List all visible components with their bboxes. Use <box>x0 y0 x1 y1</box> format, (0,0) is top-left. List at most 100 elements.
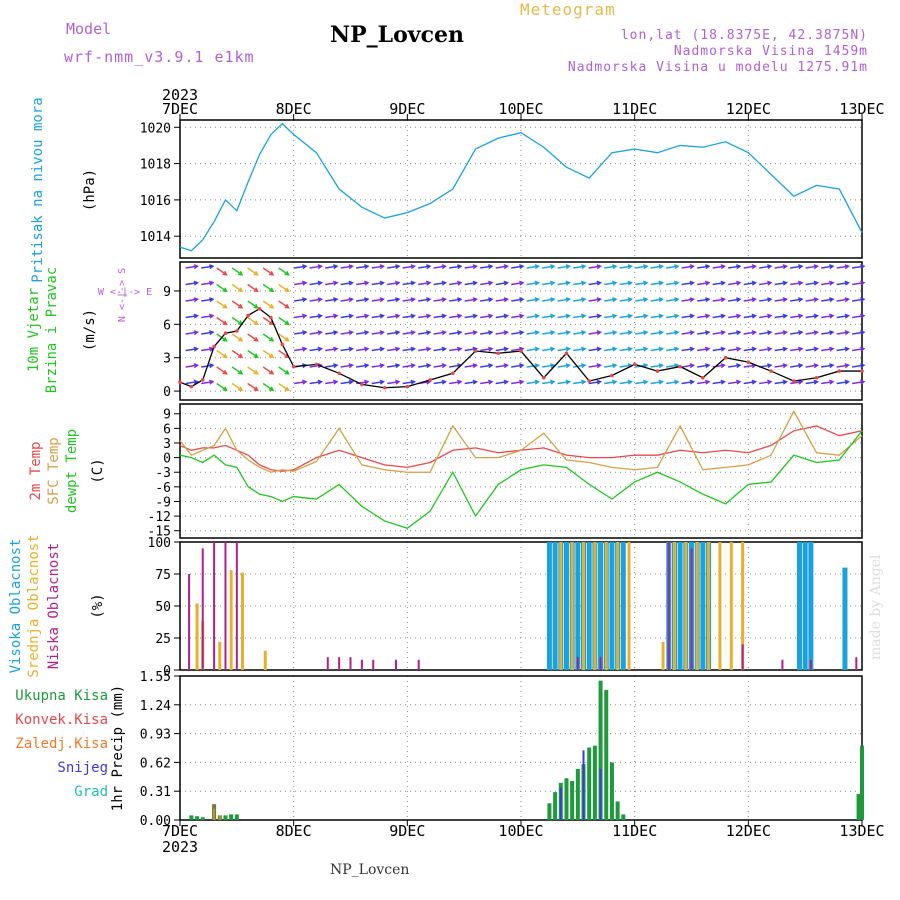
wind-arrow-shaft <box>666 381 679 385</box>
wind-arrow-shaft <box>387 331 400 335</box>
wind-arrow-head <box>813 297 819 303</box>
y-tick-label: 0 <box>163 664 171 679</box>
wind-arrow-shaft <box>697 364 710 368</box>
wind-arrow-shaft <box>495 315 508 319</box>
wind-arrow-shaft <box>464 364 477 368</box>
cloud-bar-low <box>809 659 812 670</box>
wind-arrow-shaft <box>495 364 508 368</box>
wind-speed-marker <box>587 379 591 383</box>
wind-arrow-head <box>829 346 835 352</box>
wind-arrow-shaft <box>542 348 555 352</box>
wind-arrow-head <box>395 297 401 303</box>
cloud-bar-high <box>802 542 808 670</box>
wind-arrow-shaft <box>216 300 227 309</box>
y-tick-label: 1016 <box>140 194 171 209</box>
wind-arrow-shaft <box>666 348 679 352</box>
wind-arrow-shaft <box>387 315 400 319</box>
precip-legend-3: Snijeg <box>57 760 108 776</box>
wind-arrow-head <box>596 330 602 336</box>
wind-speed-marker <box>519 349 523 353</box>
wind-arrow-shaft <box>836 265 849 269</box>
wind-arrow-head <box>658 346 664 352</box>
wind-speed-marker <box>223 331 228 336</box>
wind-arrow-head <box>767 297 773 303</box>
wind-arrow-shaft <box>480 381 493 385</box>
wind-arrow-head <box>705 363 711 369</box>
x-tick-label-top: 10DEC <box>498 100 543 118</box>
wind-arrow-head <box>798 264 804 270</box>
wind-arrow-head <box>550 280 556 286</box>
wind-arrow-shaft <box>495 298 508 302</box>
wind-arrow-head <box>317 346 323 352</box>
wind-speed-marker <box>541 375 546 380</box>
cloud-bar-high <box>563 542 569 670</box>
wind-speed-marker <box>451 371 455 376</box>
cloud-bar-low <box>576 657 579 670</box>
wind-arrow-shaft <box>511 282 524 286</box>
wind-arrow-head <box>410 346 416 352</box>
wind-arrow-head <box>581 264 587 270</box>
cloud-bar-low <box>349 657 352 670</box>
x-tick-label-bottom: 11DEC <box>612 822 657 840</box>
wind-arrow-head <box>348 280 354 286</box>
wind-arrow-head <box>426 330 432 336</box>
y-tick-label: 0 <box>163 385 171 400</box>
wind-arrow-head <box>689 379 695 385</box>
cloud-bar-low <box>690 548 693 670</box>
y-tick-label: 0.93 <box>140 728 171 743</box>
wind-arrow-head <box>302 313 308 319</box>
cloud-bar-low <box>667 542 670 670</box>
wind-arrow-shaft <box>681 348 694 352</box>
wind-arrow-head <box>193 280 199 286</box>
precip-bar-total <box>229 814 234 820</box>
cloud-bar-high <box>546 542 552 670</box>
wind-arrow-shaft <box>743 298 756 302</box>
wind-arrow-head <box>410 379 416 385</box>
wind-arrow-head <box>860 346 866 352</box>
cloud-bar-mid <box>741 542 745 670</box>
wind-arrow-shaft <box>588 265 601 269</box>
wind-arrow-shaft <box>247 267 258 276</box>
wind-arrow-head <box>550 313 556 319</box>
temp-axis-label-2: SFC Temp <box>46 437 62 504</box>
wind-arrow-shaft <box>231 316 243 325</box>
wind-arrow-shaft <box>387 282 400 286</box>
wind-arrow-shaft <box>480 298 493 302</box>
wind-arrow-shaft <box>681 364 694 368</box>
wind-arrow-head <box>534 379 540 385</box>
x-tick-label-bottom: 7DEC <box>162 822 198 840</box>
wind-arrow-shaft <box>262 382 274 391</box>
wind-arrow-shaft <box>371 265 384 269</box>
wind-speed-marker <box>405 384 410 389</box>
wind-compass-vertical-label: N <-|-> S <box>117 268 128 322</box>
precip-bar-total <box>615 801 620 820</box>
wind-arrow-shaft <box>573 381 586 385</box>
wind-arrow-shaft <box>247 283 258 292</box>
wind-arrow-head <box>395 346 401 352</box>
wind-arrow-shaft <box>542 381 555 385</box>
wind-arrow-shaft <box>247 366 258 375</box>
wind-arrow-shaft <box>681 265 694 269</box>
wind-arrow-shaft <box>619 282 632 286</box>
wind-arrow-shaft <box>557 265 570 269</box>
wind-arrow-head <box>284 303 290 309</box>
x-tick-label-top: 13DEC <box>839 100 884 118</box>
wind-arrow-shaft <box>433 381 446 385</box>
wind-speed-marker <box>235 329 239 333</box>
wind-arrow-shaft <box>588 331 601 335</box>
wind-arrow-head <box>751 379 757 385</box>
wind-arrow-head <box>674 264 680 270</box>
wind-arrow-head <box>612 346 618 352</box>
wind-arrow-head <box>441 363 447 369</box>
wind-arrow-head <box>284 270 290 276</box>
wind-arrow-shaft <box>588 381 601 385</box>
wind-arrow-shaft <box>201 315 214 319</box>
precip-bar-snow <box>559 787 562 820</box>
wind-arrow-head <box>612 363 618 369</box>
wind-arrow-head <box>284 287 290 293</box>
wind-arrow-shaft <box>805 348 818 352</box>
cloud-bar-low <box>326 657 329 670</box>
wind-speed-marker <box>769 369 773 373</box>
wind-arrow-head <box>674 297 680 303</box>
wind-arrow-head <box>441 313 447 319</box>
